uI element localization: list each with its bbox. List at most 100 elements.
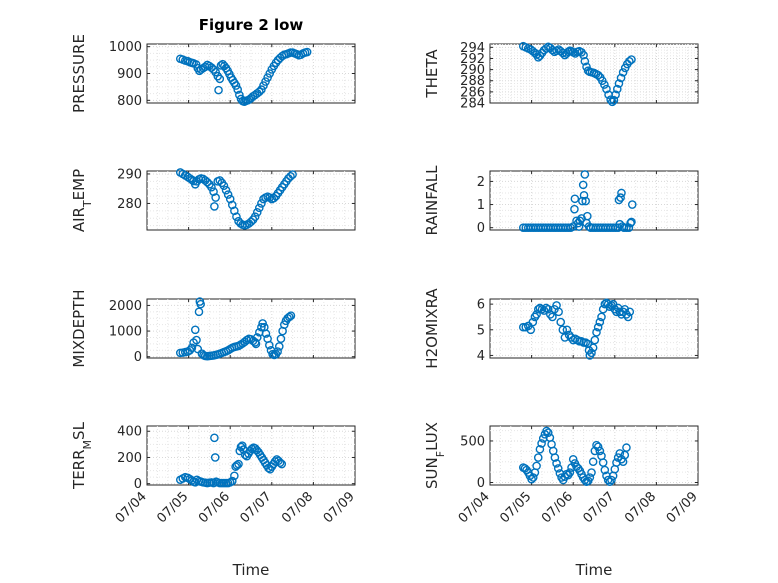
data-point [190,325,200,335]
y-tick-label: 0 [477,221,485,236]
y-tick-label: 6 [477,298,485,313]
data-point [552,459,561,468]
data-point [277,459,287,469]
data-point [570,49,580,58]
data-point [565,468,575,477]
axes-box [489,170,699,231]
y-tick-label: 2 [477,175,485,190]
data-point [609,95,619,105]
data-point [543,304,553,314]
axes-box [489,298,699,359]
data-point [237,441,247,450]
y-axis-label: MIXDEPTH [70,289,88,367]
data-point [230,471,239,481]
data-point [619,223,629,232]
x-tick-label: 07/08 [279,489,316,526]
data-point [554,307,563,317]
data-point [265,340,274,350]
data-point [246,217,256,227]
data-point [252,333,262,342]
y-tick-label: 286 [460,85,485,100]
data-point [587,348,596,358]
data-point [620,304,630,314]
data-point [211,67,220,77]
y-tick-label: 900 [117,67,142,82]
y-tick-label: 500 [460,434,485,449]
data-point [215,74,225,84]
y-axis-label: AIRTEMP [70,169,94,232]
data-point [203,177,212,187]
subplot-pressure: 800 900 1000 PRESSURE [70,34,356,113]
y-axis-label: SUNFLUX [423,422,447,489]
data-point [221,185,231,195]
data-point [612,84,622,94]
data-point [223,190,233,199]
data-point [627,55,636,64]
data-point [227,476,237,486]
y-tick-label: 280 [117,197,142,212]
data-point [231,81,241,90]
data-point [276,334,286,344]
data-point [556,317,566,327]
data-point [587,468,596,477]
data-point [526,325,536,335]
data-point [255,203,264,213]
data-point [563,223,573,232]
data-point [588,457,598,467]
data-point [261,77,270,86]
data-point [615,449,625,458]
data-point [616,193,625,202]
y-tick-label: 1000 [109,40,142,55]
y-axis-label: RAINFALL [423,165,441,236]
data-point [580,170,590,179]
data-point [232,212,241,222]
data-point [608,97,617,107]
x-tick-label: 07/07 [581,489,618,526]
data-point [588,343,598,353]
data-point [616,73,626,83]
data-point [535,444,545,454]
data-point [259,81,268,90]
data-point [618,68,628,77]
data-point [275,458,285,468]
data-point [558,325,568,335]
x-tick-label: 07/09 [664,489,701,526]
data-point [623,312,633,322]
x-tick-label: 07/09 [321,489,358,526]
data-point [527,474,536,484]
data-point [258,319,267,328]
data-point [603,475,613,485]
data-point [627,200,637,209]
data-point [528,473,538,482]
y-tick-label: 294 [460,41,485,56]
y-tick-label: 0 [134,477,142,492]
data-point [257,322,266,332]
data-point [233,85,242,94]
data-point [600,465,610,475]
subplot-h2omixra: 4 5 6 H2OMIXRA [423,288,699,369]
data-point [625,307,635,317]
data-point [236,442,246,452]
data-point [617,188,626,198]
y-tick-label: 1 [477,198,485,213]
data-point [607,475,616,485]
data-point [537,439,546,448]
data-point [214,85,223,95]
data-point [550,453,560,462]
y-tick-label: 284 [460,97,485,112]
data-point [215,176,225,185]
data-point [578,180,588,190]
data-point [543,428,553,437]
data-point [542,426,551,436]
data-point [606,95,615,104]
subplot-rainfall: 0 1 2 RAINFALL [423,165,699,236]
data-point [580,475,590,485]
x-tick-label: 07/04 [113,489,150,526]
data-point [210,453,220,462]
y-tick-label: 290 [117,167,142,182]
data-point [194,307,204,317]
data-point [259,194,268,204]
y-tick-label: 800 [117,94,142,109]
data-point [600,80,609,89]
